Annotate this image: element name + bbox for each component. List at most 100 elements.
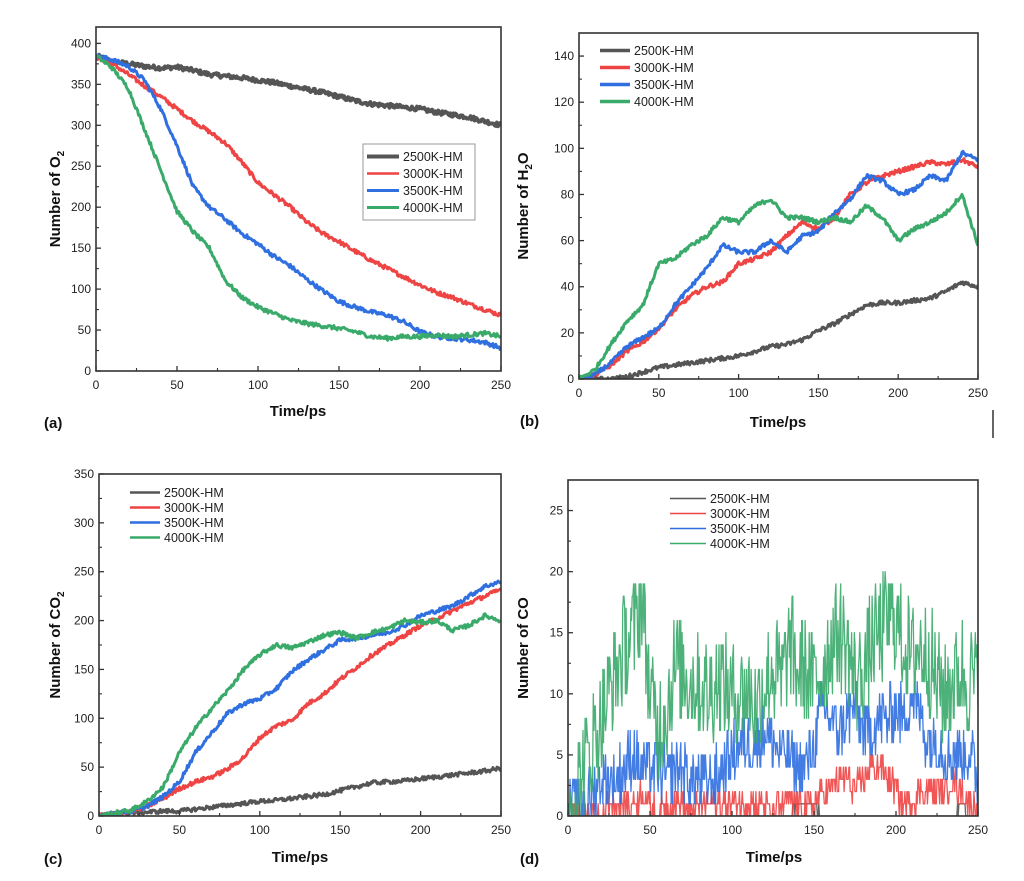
x-tick-label: 0 <box>93 378 100 392</box>
series-line-4000k-hm <box>579 193 978 379</box>
x-axis-title: Time/ps <box>270 403 326 420</box>
legend-item: 2500K-HM <box>670 492 770 506</box>
x-tick-label: 0 <box>576 386 583 400</box>
y-tick-label: 250 <box>71 159 91 173</box>
legend-item: 4000K-HM <box>367 201 463 215</box>
x-tick-label: 150 <box>804 823 824 837</box>
series-line-3000k-hm <box>568 754 978 816</box>
y-tick-label: 10 <box>550 687 564 701</box>
legend-item: 2500K-HM <box>130 486 224 500</box>
legend-label: 3000K-HM <box>164 501 224 515</box>
series-line-4000k-hm <box>96 54 501 342</box>
x-tick-label: 50 <box>170 378 184 392</box>
x-tick-label: 100 <box>729 386 749 400</box>
legend: 2500K-HM 3000K-HM 3500K-HM 4000K-HM <box>362 143 476 221</box>
series-line-4000k-hm <box>99 612 501 816</box>
series-line-3000k-hm <box>96 55 501 318</box>
panel-label: (c) <box>44 851 62 868</box>
y-tick-label: 100 <box>554 141 574 155</box>
y-axis-title-suffix: O <box>515 152 532 164</box>
panel-label: (d) <box>520 851 539 868</box>
legend-item: 2500K-HM <box>600 44 694 58</box>
y-tick-label: 5 <box>556 748 563 762</box>
y-tick-label: 400 <box>71 36 91 50</box>
series-line-3500k-hm <box>568 680 978 816</box>
x-tick-label: 250 <box>968 823 988 837</box>
series-line-2500k-hm <box>579 280 978 379</box>
plot-area <box>568 570 978 816</box>
y-tick-label: 25 <box>550 504 564 518</box>
y-axis-title-main: Number of H <box>515 170 532 260</box>
x-tick-label: 0 <box>96 823 103 837</box>
y-tick-label: 100 <box>71 282 91 296</box>
legend-item: 3500K-HM <box>130 516 224 530</box>
panel-b-h2o-chart: 0 50 100 150 200 250 0 20 40 60 80 100 120 140 Time/ps… <box>515 32 988 431</box>
y-tick-label: 140 <box>554 49 574 63</box>
x-tick-label: 200 <box>886 823 906 837</box>
y-axis-title-subscript: 2 <box>56 591 67 597</box>
y-tick-label: 300 <box>74 516 94 530</box>
y-tick-label: 150 <box>71 241 91 255</box>
y-tick-label: 20 <box>561 326 575 340</box>
legend-item: 4000K-HM <box>130 531 224 545</box>
y-axis-title: Number of CO <box>515 597 532 699</box>
y-axis-title: Number of O2 <box>47 150 67 247</box>
plot-area <box>96 52 501 351</box>
panel-label: (a) <box>44 415 62 432</box>
panel-a-o2-chart: 0 50 100 150 200 250 0 50 100 150 200 250 300 350 400 T… <box>44 26 511 432</box>
y-axis-title-main: Number of CO <box>515 597 532 699</box>
y-axis-title: Number of CO2 <box>47 591 67 699</box>
y-tick-label: 0 <box>87 809 94 823</box>
series-line-3500k-hm <box>579 149 978 379</box>
legend-label: 2500K-HM <box>710 492 770 506</box>
x-tick-label: 50 <box>643 823 657 837</box>
legend-item: 2500K-HM <box>367 150 463 164</box>
y-tick-label: 100 <box>74 711 94 725</box>
y-tick-label: 250 <box>74 565 94 579</box>
legend-label: 3500K-HM <box>710 522 770 536</box>
x-tick-label: 100 <box>250 823 270 837</box>
legend-label: 4000K-HM <box>634 95 694 109</box>
series-line-2500k-hm <box>96 52 501 129</box>
x-tick-label: 250 <box>491 378 511 392</box>
y-tick-label: 350 <box>74 467 94 481</box>
x-tick-label: 250 <box>491 823 511 837</box>
series-line-3500k-hm <box>99 579 501 816</box>
y-tick-label: 0 <box>84 364 91 378</box>
y-tick-label: 150 <box>74 662 94 676</box>
legend-label: 3500K-HM <box>403 184 463 198</box>
legend-label: 3000K-HM <box>403 167 463 181</box>
legend-label: 4000K-HM <box>164 531 224 545</box>
legend-item: 3500K-HM <box>600 78 694 92</box>
series-line-2500k-hm <box>99 765 501 816</box>
series-line-3000k-hm <box>579 157 978 379</box>
x-tick-label: 250 <box>968 386 988 400</box>
legend-item: 3000K-HM <box>670 507 770 521</box>
x-tick-label: 150 <box>330 823 350 837</box>
y-tick-label: 20 <box>550 565 564 579</box>
panel-c-co2-chart: 0 50 100 150 200 250 0 50 100 150 200 250 300 350 Time… <box>44 467 511 868</box>
legend-item: 4000K-HM <box>670 537 770 551</box>
x-tick-label: 150 <box>808 386 828 400</box>
legend-label: 2500K-HM <box>634 44 694 58</box>
y-tick-label: 0 <box>567 372 574 386</box>
y-tick-label: 120 <box>554 95 574 109</box>
legend-label: 2500K-HM <box>403 150 463 164</box>
legend-label: 3500K-HM <box>164 516 224 530</box>
panel-d-co-chart: 0 50 100 150 200 250 0 5 10 15 20 25 Time/ps Number o… <box>515 479 988 868</box>
legend-item: 3000K-HM <box>600 61 694 75</box>
x-tick-label: 200 <box>410 378 430 392</box>
legend-label: 4000K-HM <box>710 537 770 551</box>
x-tick-label: 150 <box>329 378 349 392</box>
x-axis-title: Time/ps <box>750 414 806 431</box>
legend-item: 3500K-HM <box>367 184 463 198</box>
y-tick-label: 80 <box>561 187 575 201</box>
panel-label: (b) <box>520 413 539 430</box>
legend-label: 3000K-HM <box>634 61 694 75</box>
y-tick-label: 50 <box>78 323 92 337</box>
y-axis-title-subscript: 2 <box>524 164 535 170</box>
series-line-4000k-hm <box>568 570 978 816</box>
y-axis-title-main: Number of CO <box>47 597 64 699</box>
